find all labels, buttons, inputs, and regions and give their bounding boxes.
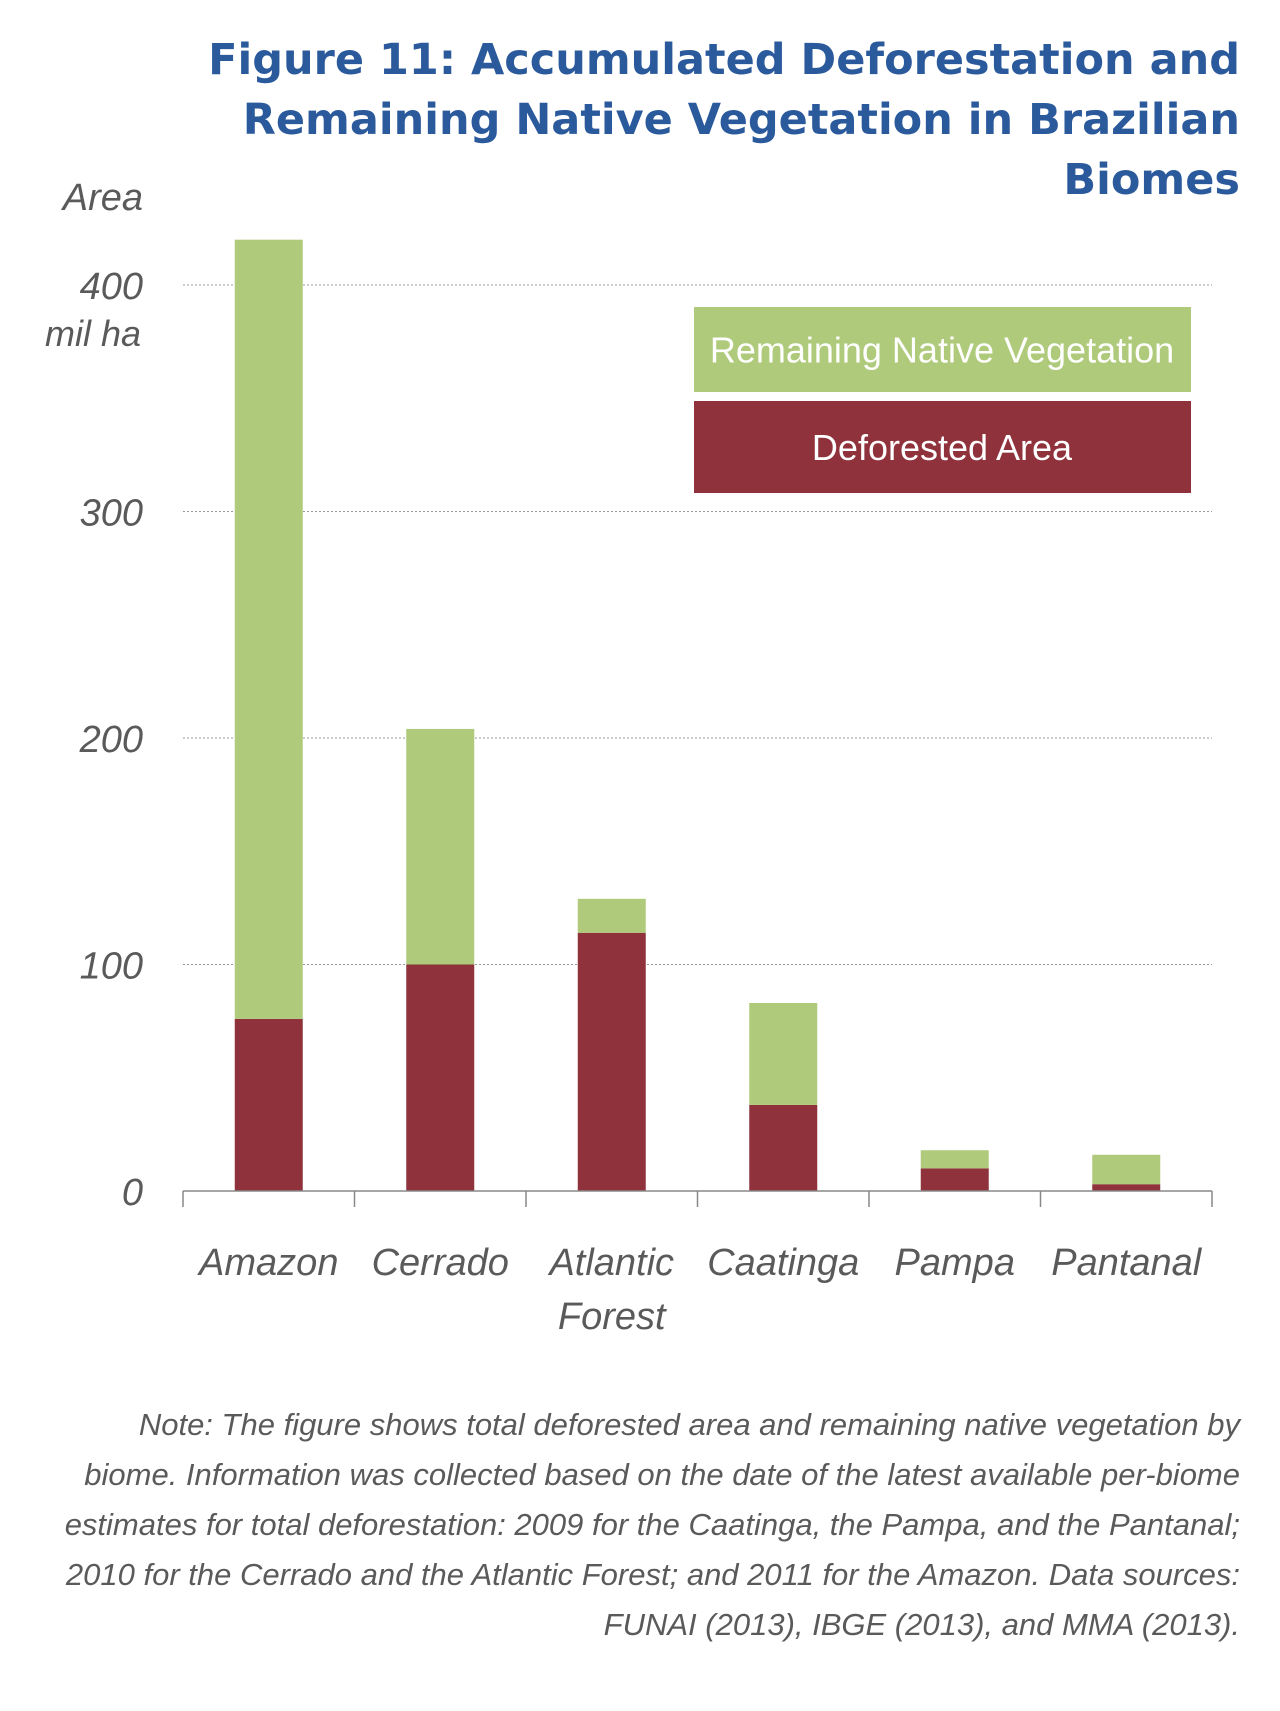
bar-amazon-remaining [234,239,303,1019]
figure-note: Note: The figure shows total deforested … [64,1407,1240,1642]
bar-amazon-deforested [234,1018,303,1191]
x-label-caatinga: Caatinga [707,1242,859,1284]
stacked-bar-chart: 0 100 200 300 400 mil ha Area Amazon Cerrado Atl… [45,177,1213,1338]
bar-caatinga-deforested [749,1104,818,1191]
chart-title: Figure 11: Accumulated Deforestation and… [208,35,1240,205]
legend-label-remaining: Remaining Native Vegetation [710,330,1174,371]
legend: Remaining Native Vegetation Deforested Ar… [694,307,1191,493]
x-label-amazon: Amazon [197,1242,338,1284]
x-label-pampa: Pampa [895,1242,1015,1284]
y-tick-label-0: 0 [122,1172,143,1214]
y-axis-title: Area [61,177,143,219]
legend-swatch-deforested [694,401,1191,493]
y-tick-label-100: 100 [80,946,143,988]
bar-pampa-deforested [920,1168,989,1191]
y-tick-label-200: 200 [79,719,143,761]
gridlines [183,284,1212,965]
bar-cerrado-deforested [406,964,475,1191]
bar-pampa-remaining [920,1150,989,1169]
x-axis: Amazon Cerrado Atlantic Forest Caatinga Pampa… [182,1190,1213,1338]
y-tick-label-300: 300 [80,493,143,535]
bars [234,239,1161,1191]
bar-atlantic-forest-deforested [577,932,646,1191]
bar-atlantic-forest-remaining [577,898,646,933]
bar-cerrado-remaining [406,728,475,965]
y-tick-label-400: 400 [80,266,143,308]
x-label-atlantic-forest: Atlantic Forest [547,1242,674,1338]
y-unit-label: mil ha [45,313,141,354]
bar-caatinga-remaining [749,1003,818,1105]
legend-swatch-remaining [694,307,1191,392]
y-axis: 0 100 200 300 400 mil ha Area [45,177,143,1214]
legend-label-deforested: Deforested Area [812,427,1073,468]
bar-pantanal-remaining [1092,1154,1161,1185]
x-label-pantanal: Pantanal [1051,1242,1203,1284]
x-label-cerrado: Cerrado [372,1242,509,1284]
bar-pantanal-deforested [1092,1184,1161,1191]
